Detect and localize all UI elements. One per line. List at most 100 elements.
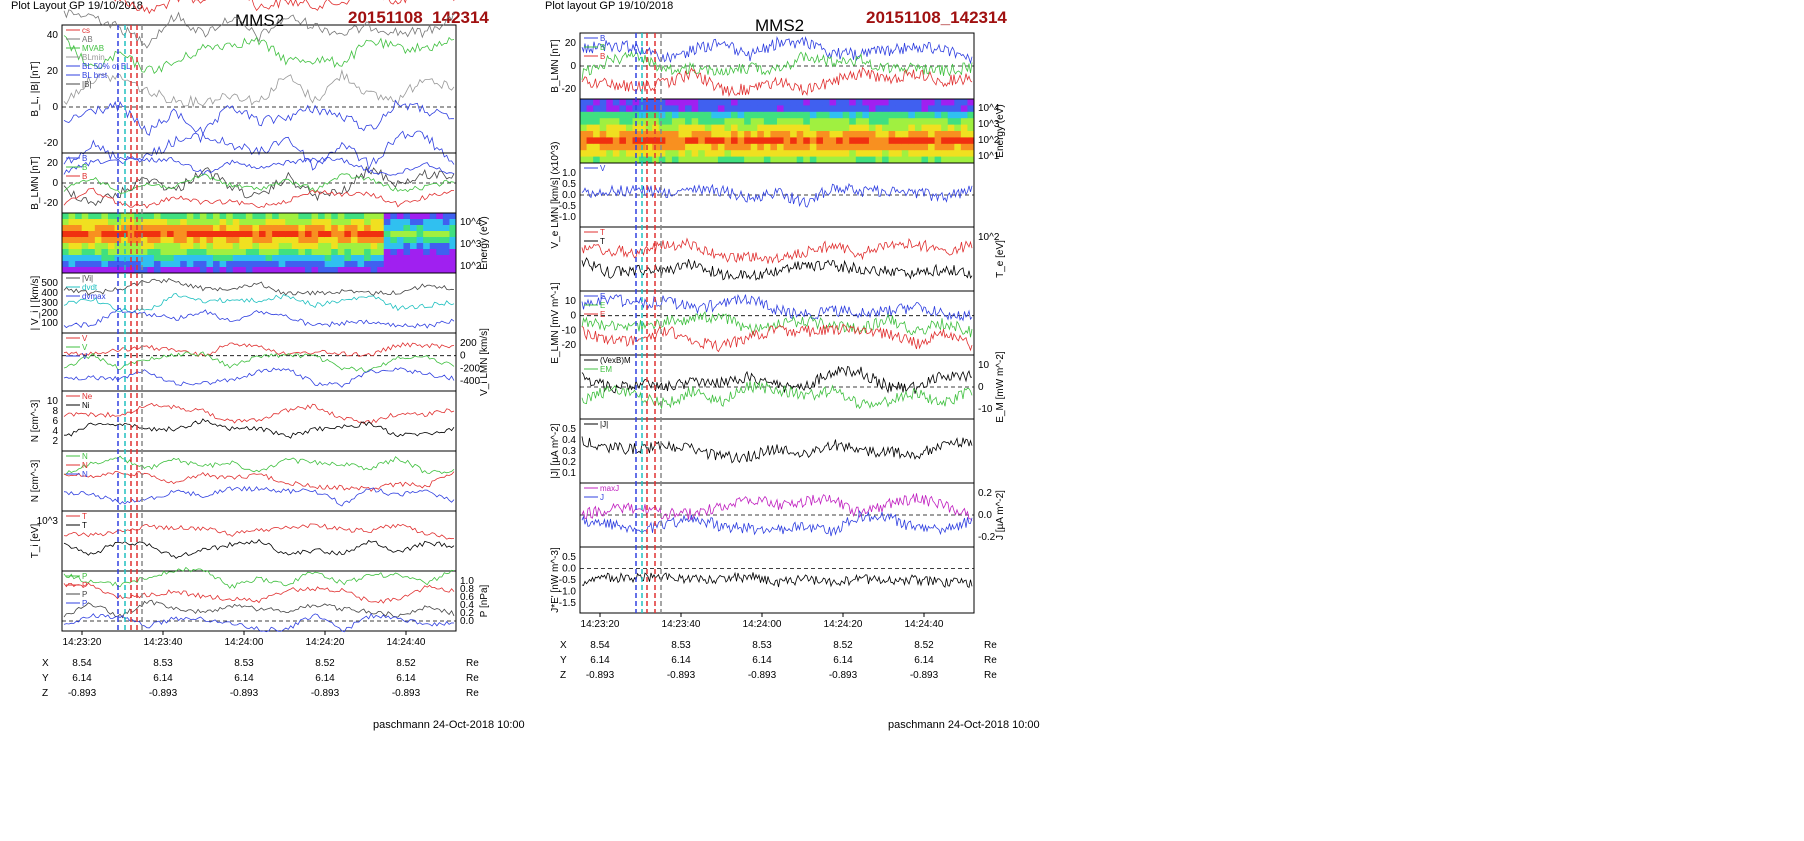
left-panel-2-cell	[396, 219, 404, 226]
left-panel-2-cell	[107, 231, 116, 238]
left-panel-2-ylabel: Energy (eV)	[479, 216, 490, 269]
right-panel-1-cell	[816, 99, 824, 106]
right-panel-1-cell	[803, 150, 811, 158]
right-panel-1-cell	[888, 99, 896, 106]
left-panel-2-cell	[311, 225, 319, 232]
left-panel-2-cell	[390, 249, 398, 256]
left-panel-2-cell	[62, 231, 70, 238]
right-coord-value: 6.14	[833, 655, 853, 666]
right-panel-1-cell	[875, 156, 883, 164]
right-panel-1-cell	[777, 124, 785, 132]
left-panel-2-cell	[219, 225, 227, 232]
right-panel-1-ytick: 10^1	[978, 151, 1000, 162]
right-panel-1-cell	[777, 131, 785, 138]
right-panel-1-cell	[770, 156, 778, 164]
left-panel-2-cell	[442, 213, 450, 220]
right-panel-1-cell	[954, 143, 962, 151]
left-panel-2-cell	[357, 267, 365, 274]
right-panel-1-cell	[829, 105, 837, 113]
left-panel-3-legend-label: dvdt	[82, 283, 98, 292]
left-panel-2-cell	[370, 213, 378, 220]
left-panel-2-cell	[252, 219, 260, 226]
right-panel-1-cell	[770, 105, 778, 113]
right-panel-1-cell	[967, 111, 975, 119]
left-panel-2-cell	[68, 225, 76, 232]
right-panel-1-cell	[711, 150, 719, 158]
right-coord-value: 6.14	[914, 655, 934, 666]
left-coord-value: 8.52	[315, 658, 335, 669]
right-panel-1-cell	[593, 143, 601, 151]
left-panel-2-cell	[140, 261, 148, 268]
right-panel-1-cell	[809, 156, 817, 164]
left-panel-2-cell	[68, 261, 76, 268]
left-panel-6-legend-label: N	[82, 470, 88, 479]
left-panel-2-cell	[160, 261, 168, 268]
left-panel-8-legend-label: P	[82, 581, 87, 590]
left-panel-2-cell	[272, 225, 280, 232]
left-panel-1-trace-1	[63, 173, 455, 194]
left-panel-2-cell	[232, 255, 240, 262]
left-panel-2-cell	[337, 213, 345, 220]
left-panel-2-cell	[350, 237, 358, 244]
left-panel-4-ytick: -400	[460, 376, 480, 387]
right-panel-4-ylabel: E_LMN [mV m^-1]	[550, 282, 561, 364]
left-panel-2-cell	[318, 249, 326, 256]
right-panel-1-cell	[704, 150, 712, 158]
right-panel-1-cell	[954, 156, 962, 164]
left-panel-2-cell	[232, 237, 240, 244]
right-panel-1-cell	[855, 156, 863, 164]
right-panel-1-cell	[822, 143, 831, 151]
left-panel-2-cell	[186, 237, 194, 244]
left-panel-2-cell	[396, 237, 404, 244]
left-panel-2-cell	[285, 243, 293, 250]
left-panel-2-cell	[416, 255, 424, 262]
left-panel-2-cell	[350, 255, 358, 262]
left-panel-2-cell	[213, 213, 221, 220]
right-panel-1-cell	[717, 137, 725, 145]
right-panel-1-cell	[822, 105, 831, 113]
right-panel-1-cell	[671, 118, 679, 126]
left-panel-2-cell	[377, 249, 385, 256]
left-panel-2-cell	[213, 231, 221, 238]
left-panel-2-cell	[331, 231, 339, 238]
right-panel-3-ytick: 10^2	[978, 232, 1000, 243]
right-panel-1-cell	[882, 124, 890, 132]
right-panel-1-cell	[645, 99, 653, 106]
right-panel-1-cell	[698, 111, 706, 119]
right-panel-1-cell	[783, 143, 791, 151]
right-panel-1-cell	[855, 105, 863, 113]
right-panel-1-cell	[717, 111, 725, 119]
right-panel-1-cell	[744, 118, 752, 126]
right-panel-1-cell	[685, 143, 693, 151]
right-panel-1-cell	[777, 105, 785, 113]
left-panel-2-cell	[206, 219, 214, 226]
right-panel-1-cell	[750, 137, 758, 145]
right-time-tick: 14:23:20	[581, 619, 620, 630]
left-panel-2-cell	[147, 225, 155, 232]
left-panel-2-cell	[213, 249, 221, 256]
right-panel-1-cell	[803, 105, 811, 113]
left-panel-4-trace-1	[63, 351, 455, 373]
left-panel-2-cell	[206, 225, 214, 232]
left-panel-2-cell	[390, 231, 398, 238]
left-panel-2-cell	[410, 225, 418, 232]
left-panel-2-cell	[311, 213, 319, 220]
left-panel-2-cell	[199, 249, 207, 256]
right-panel-1-cell	[691, 99, 699, 106]
left-panel-2-cell	[252, 243, 260, 250]
right-panel-1-cell	[625, 156, 634, 164]
left-panel-2-cell	[134, 225, 142, 232]
right-panel-1-cell	[665, 99, 673, 106]
right-panel-1-cell	[947, 137, 955, 145]
right-panel-1-cell	[757, 124, 765, 132]
left-panel-2-cell	[291, 255, 299, 262]
right-panel-1-cell	[868, 156, 876, 164]
right-panel-1-cell	[639, 156, 647, 164]
left-panel-2-cell	[265, 243, 273, 250]
right-panel-1-cell	[658, 143, 666, 151]
right-panel-1-cell	[947, 150, 955, 158]
right-panel-1-cell	[685, 99, 693, 106]
left-panel-2-cell	[199, 261, 207, 268]
right-panel-1-cell	[763, 111, 771, 119]
